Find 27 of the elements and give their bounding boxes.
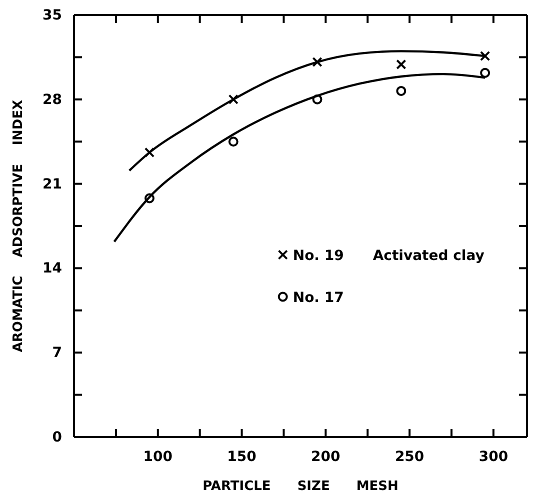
point: [480, 50, 490, 62]
point: [228, 136, 238, 147]
point: [144, 147, 155, 158]
x-axis-title: PARTICLE SIZE MESH: [202, 479, 398, 494]
x-tick-label: 300: [478, 448, 508, 465]
point: [396, 86, 406, 96]
legend-label: No. 19: [292, 248, 344, 264]
y-axis-title: AROMATIC ADSORPTIVE INDEX: [11, 100, 26, 352]
point: [396, 59, 406, 70]
y-tick-label: 21: [42, 176, 62, 192]
point: [312, 94, 322, 104]
y-tick-label: 28: [42, 92, 62, 108]
annotation: Activated clay: [372, 248, 484, 264]
y-tick-label: 7: [52, 345, 62, 362]
y-tick-label: 14: [42, 260, 62, 277]
x-tick-label: 150: [227, 448, 257, 465]
y-tick-label: 0: [52, 429, 62, 446]
point: [144, 193, 154, 204]
x-tick-label: 100: [143, 448, 173, 465]
point: [228, 94, 238, 104]
x-tick-label: 200: [311, 448, 341, 465]
legend-label: No. 17: [292, 290, 344, 306]
y-tick-label: 35: [42, 7, 62, 24]
point: [312, 56, 322, 68]
line-series: [128, 50, 486, 172]
point: [480, 68, 490, 78]
x-tick-label: 250: [394, 448, 424, 465]
